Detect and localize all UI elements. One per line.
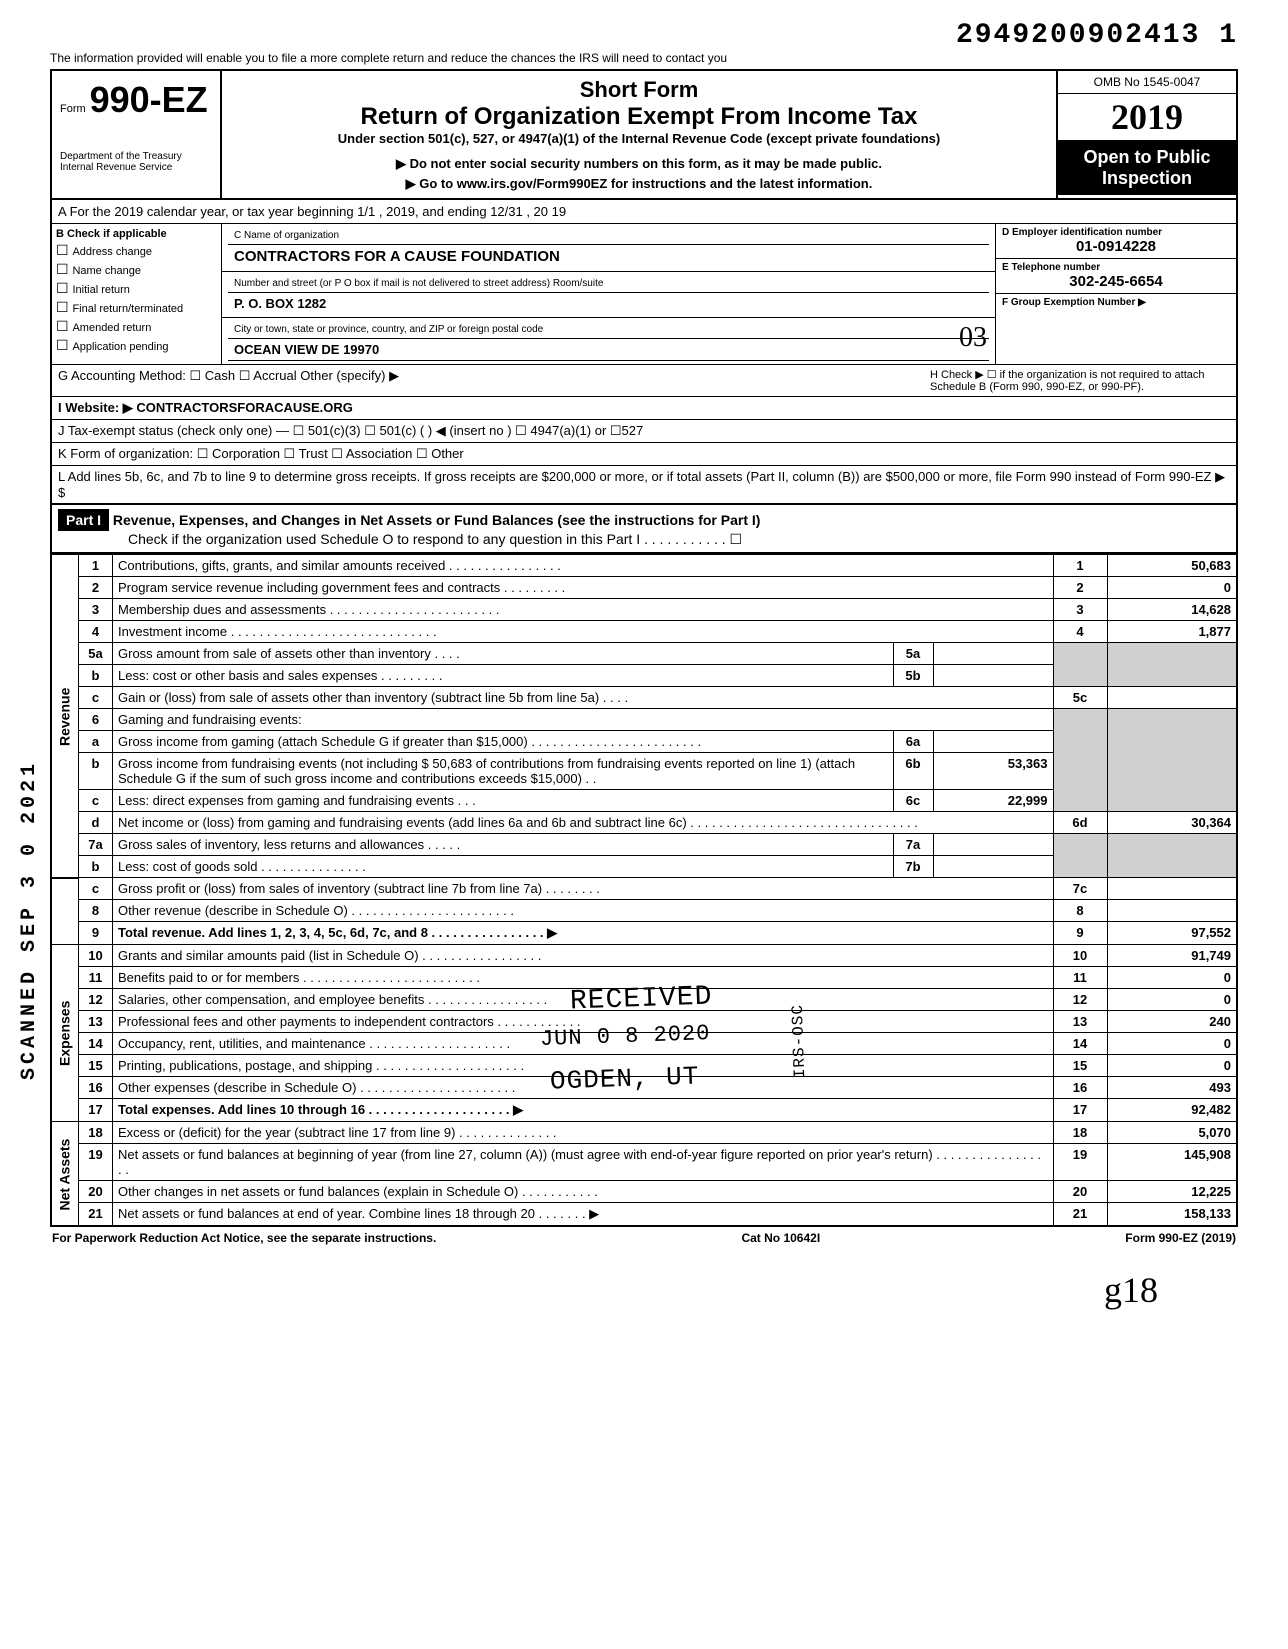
chk-name-change[interactable]: Name change (56, 261, 217, 278)
dept-irs: Internal Revenue Service (60, 162, 212, 173)
box-b-heading: B Check if applicable (56, 228, 217, 240)
addr-label: Number and street (or P O box if mail is… (228, 275, 989, 293)
irs-osc-stamp: IRS-OSC (789, 1004, 810, 1079)
footer-mid: Cat No 10642I (741, 1231, 820, 1245)
document-id: 2949200902413 1 (50, 20, 1238, 51)
chk-address-change[interactable]: Address change (56, 242, 217, 259)
form-header: Form 990-EZ Department of the Treasury I… (50, 69, 1238, 200)
chk-initial-return[interactable]: Initial return (56, 280, 217, 297)
line-g: G Accounting Method: ☐ Cash ☐ Accrual Ot… (58, 368, 930, 393)
line-l: L Add lines 5b, 6c, and 7b to line 9 to … (50, 466, 1238, 505)
ein-value: 01-0914228 (1002, 238, 1230, 255)
dept-treasury: Department of the Treasury (60, 151, 212, 162)
handwritten-mark: g18 (50, 1269, 1238, 1311)
instruction-2: ▶ Go to www.irs.gov/Form990EZ for instru… (232, 176, 1046, 192)
side-revenue: Revenue (51, 555, 79, 878)
line-a-tax-year: A For the 2019 calendar year, or tax yea… (50, 200, 1238, 224)
line-j: J Tax-exempt status (check only one) — ☐… (50, 420, 1238, 443)
ln-1-text: Contributions, gifts, grants, and simila… (113, 555, 1054, 577)
ogden-stamp: OGDEN, UT (550, 1061, 700, 1096)
side-expenses: Expenses (51, 945, 79, 1122)
form-number: 990-EZ (90, 79, 208, 120)
side-netassets: Net Assets (51, 1122, 79, 1227)
short-form-title: Short Form (232, 77, 1046, 103)
main-title: Return of Organization Exempt From Incom… (232, 103, 1046, 131)
website-value: CONTRACTORSFORACAUSE.ORG (136, 400, 352, 415)
org-city: OCEAN VIEW DE 19970 (228, 339, 989, 361)
footer-left: For Paperwork Reduction Act Notice, see … (52, 1231, 436, 1245)
ln-1-val: 50,683 (1107, 555, 1237, 577)
org-address: P. O. BOX 1282 (228, 293, 989, 314)
box-f-label: F Group Exemption Number ▶ (1002, 297, 1230, 308)
phone-value: 302-245-6654 (1002, 273, 1230, 290)
box-c-label: C Name of organization (228, 227, 989, 245)
handwritten-03: 03 (959, 322, 987, 354)
tax-year: 2019 (1058, 94, 1236, 141)
subtitle: Under section 501(c), 527, or 4947(a)(1)… (232, 131, 1046, 146)
line-h: H Check ▶ ☐ if the organization is not r… (930, 368, 1230, 393)
footer-right: Form 990-EZ (2019) (1125, 1231, 1236, 1245)
instruction-1: ▶ Do not enter social security numbers o… (232, 156, 1046, 172)
line-i-label: I Website: ▶ (58, 400, 133, 415)
received-stamp: RECEIVED (570, 982, 713, 1018)
ln-1: 1 (79, 555, 113, 577)
top-info-note: The information provided will enable you… (50, 51, 1238, 65)
chk-final-return[interactable]: Final return/terminated (56, 299, 217, 316)
line-k: K Form of organization: ☐ Corporation ☐ … (50, 443, 1238, 466)
part-i-title: Revenue, Expenses, and Changes in Net As… (113, 512, 761, 528)
scanned-stamp-side: SCANNED SEP 3 0 2021 (18, 760, 41, 1080)
part-i-check: Check if the organization used Schedule … (58, 531, 1230, 548)
city-label: City or town, state or province, country… (228, 321, 989, 339)
part-i-label: Part I (58, 509, 109, 531)
lines-table: Revenue 1 Contributions, gifts, grants, … (50, 554, 1238, 1227)
open-inspection: Open to Public Inspection (1058, 141, 1236, 195)
info-block: B Check if applicable Address change Nam… (50, 224, 1238, 365)
chk-amended-return[interactable]: Amended return (56, 318, 217, 335)
box-d-label: D Employer identification number (1002, 227, 1230, 238)
omb-number: OMB No 1545-0047 (1058, 71, 1236, 94)
chk-application-pending[interactable]: Application pending (56, 337, 217, 354)
ln-1-num: 1 (1053, 555, 1107, 577)
org-name: CONTRACTORS FOR A CAUSE FOUNDATION (228, 245, 989, 268)
form-prefix: Form (60, 103, 86, 115)
box-e-label: E Telephone number (1002, 262, 1230, 273)
